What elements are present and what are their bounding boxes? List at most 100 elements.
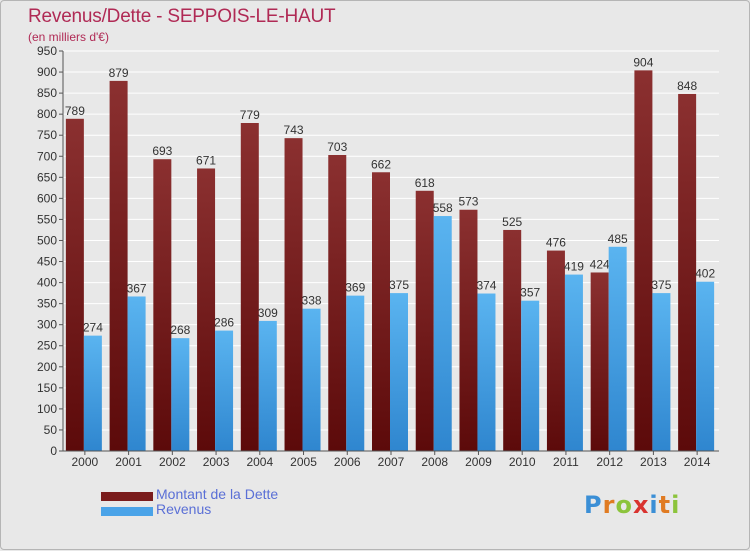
x-tick-label: 2005 (290, 455, 317, 469)
bar-dette (240, 123, 259, 451)
data-label: 357 (520, 286, 540, 300)
legend-label-dette: Montant de la Dette (156, 486, 279, 502)
y-tick-label: 800 (37, 107, 57, 121)
data-label: 369 (345, 281, 365, 295)
x-tick-label: 2008 (421, 455, 448, 469)
data-label: 274 (83, 321, 103, 335)
x-tick-label: 2012 (596, 455, 623, 469)
data-label: 485 (608, 232, 628, 246)
data-label: 879 (109, 66, 129, 80)
logo-letter: o (615, 491, 633, 519)
bar-dette (634, 70, 653, 452)
y-tick-label: 450 (37, 255, 57, 269)
bar-dette (372, 172, 390, 451)
bar-revenus (477, 293, 496, 451)
bar-revenus (521, 300, 540, 451)
x-tick-label: 2013 (640, 455, 667, 469)
bar-dette (197, 168, 216, 451)
bar-dette (678, 93, 697, 452)
legend-swatch-revenus (101, 507, 153, 516)
data-label: 338 (302, 294, 322, 308)
bar-revenus (696, 281, 715, 451)
legend-label-revenus: Revenus (156, 501, 212, 517)
data-label: 268 (170, 323, 190, 337)
x-tick-label: 2001 (115, 455, 142, 469)
y-tick-label: 950 (37, 44, 57, 58)
data-label: 618 (415, 176, 435, 190)
data-label: 476 (546, 236, 566, 250)
data-label: 402 (695, 267, 715, 281)
logo-letter: t (658, 491, 672, 519)
y-tick-label: 50 (44, 423, 58, 437)
data-label: 309 (258, 306, 278, 320)
y-tick-label: 750 (37, 128, 57, 142)
bar-dette (546, 250, 565, 451)
data-label: 573 (458, 195, 478, 209)
bar-revenus (127, 296, 146, 451)
chart-title: Revenus/Dette - SEPPOIS-LE-HAUT (28, 6, 336, 27)
x-tick-label: 2002 (159, 455, 186, 469)
data-label: 375 (651, 278, 671, 292)
x-tick-label: 2000 (72, 455, 99, 469)
x-tick-label: 2009 (465, 455, 492, 469)
x-tick-label: 2003 (203, 455, 230, 469)
bar-revenus (171, 338, 190, 451)
bar-revenus (346, 295, 365, 451)
data-label: 904 (633, 55, 653, 69)
y-tick-label: 100 (37, 402, 57, 416)
proxiti-logo: Proxiti (584, 491, 680, 519)
bar-revenus (215, 330, 234, 451)
bar-revenus (608, 246, 627, 451)
logo-letter: i (671, 491, 681, 519)
x-tick-label: 2014 (684, 455, 711, 469)
bar-dette (109, 80, 128, 451)
data-label: 671 (196, 153, 216, 167)
data-label: 779 (240, 108, 260, 122)
bar-dette (590, 272, 609, 451)
x-tick-label: 2006 (334, 455, 361, 469)
data-label: 789 (65, 104, 85, 118)
data-label: 848 (677, 79, 697, 93)
bar-revenus (83, 335, 102, 451)
y-tick-label: 650 (37, 170, 57, 184)
data-label: 558 (433, 201, 453, 215)
y-tick-label: 900 (37, 65, 57, 79)
x-tick-label: 2004 (246, 455, 273, 469)
bar-dette (65, 118, 84, 451)
bar-revenus (564, 274, 583, 451)
y-tick-label: 700 (37, 149, 57, 163)
data-label: 743 (284, 123, 304, 137)
bar-dette (415, 190, 434, 451)
bar-dette (328, 155, 347, 451)
data-label: 286 (214, 316, 234, 330)
bar-revenus (390, 293, 408, 451)
data-label: 662 (371, 157, 391, 171)
x-tick-label: 2011 (553, 455, 579, 469)
data-label: 693 (152, 144, 172, 158)
y-tick-label: 600 (37, 191, 57, 205)
data-label: 374 (476, 279, 496, 293)
y-tick-label: 850 (37, 86, 57, 100)
logo-letter: x (632, 491, 650, 519)
y-tick-label: 150 (37, 381, 57, 395)
y-tick-label: 300 (37, 318, 57, 332)
y-tick-label: 350 (37, 297, 57, 311)
bar-dette (503, 229, 522, 451)
logo-letter: i (649, 491, 659, 519)
x-tick-label: 2010 (509, 455, 536, 469)
bar-dette (459, 209, 478, 451)
y-tick-label: 400 (37, 276, 57, 290)
data-label: 525 (502, 215, 522, 229)
y-tick-label: 500 (37, 233, 57, 247)
bar-revenus (258, 320, 277, 451)
data-label: 424 (590, 257, 610, 271)
bar-revenus (652, 293, 671, 451)
data-label: 367 (127, 281, 147, 295)
data-label: 703 (327, 140, 347, 154)
logo-letter: r (602, 491, 616, 519)
data-label: 419 (564, 260, 584, 274)
bar-dette (153, 159, 172, 452)
chart-subtitle: (en milliers d'€) (28, 30, 109, 44)
